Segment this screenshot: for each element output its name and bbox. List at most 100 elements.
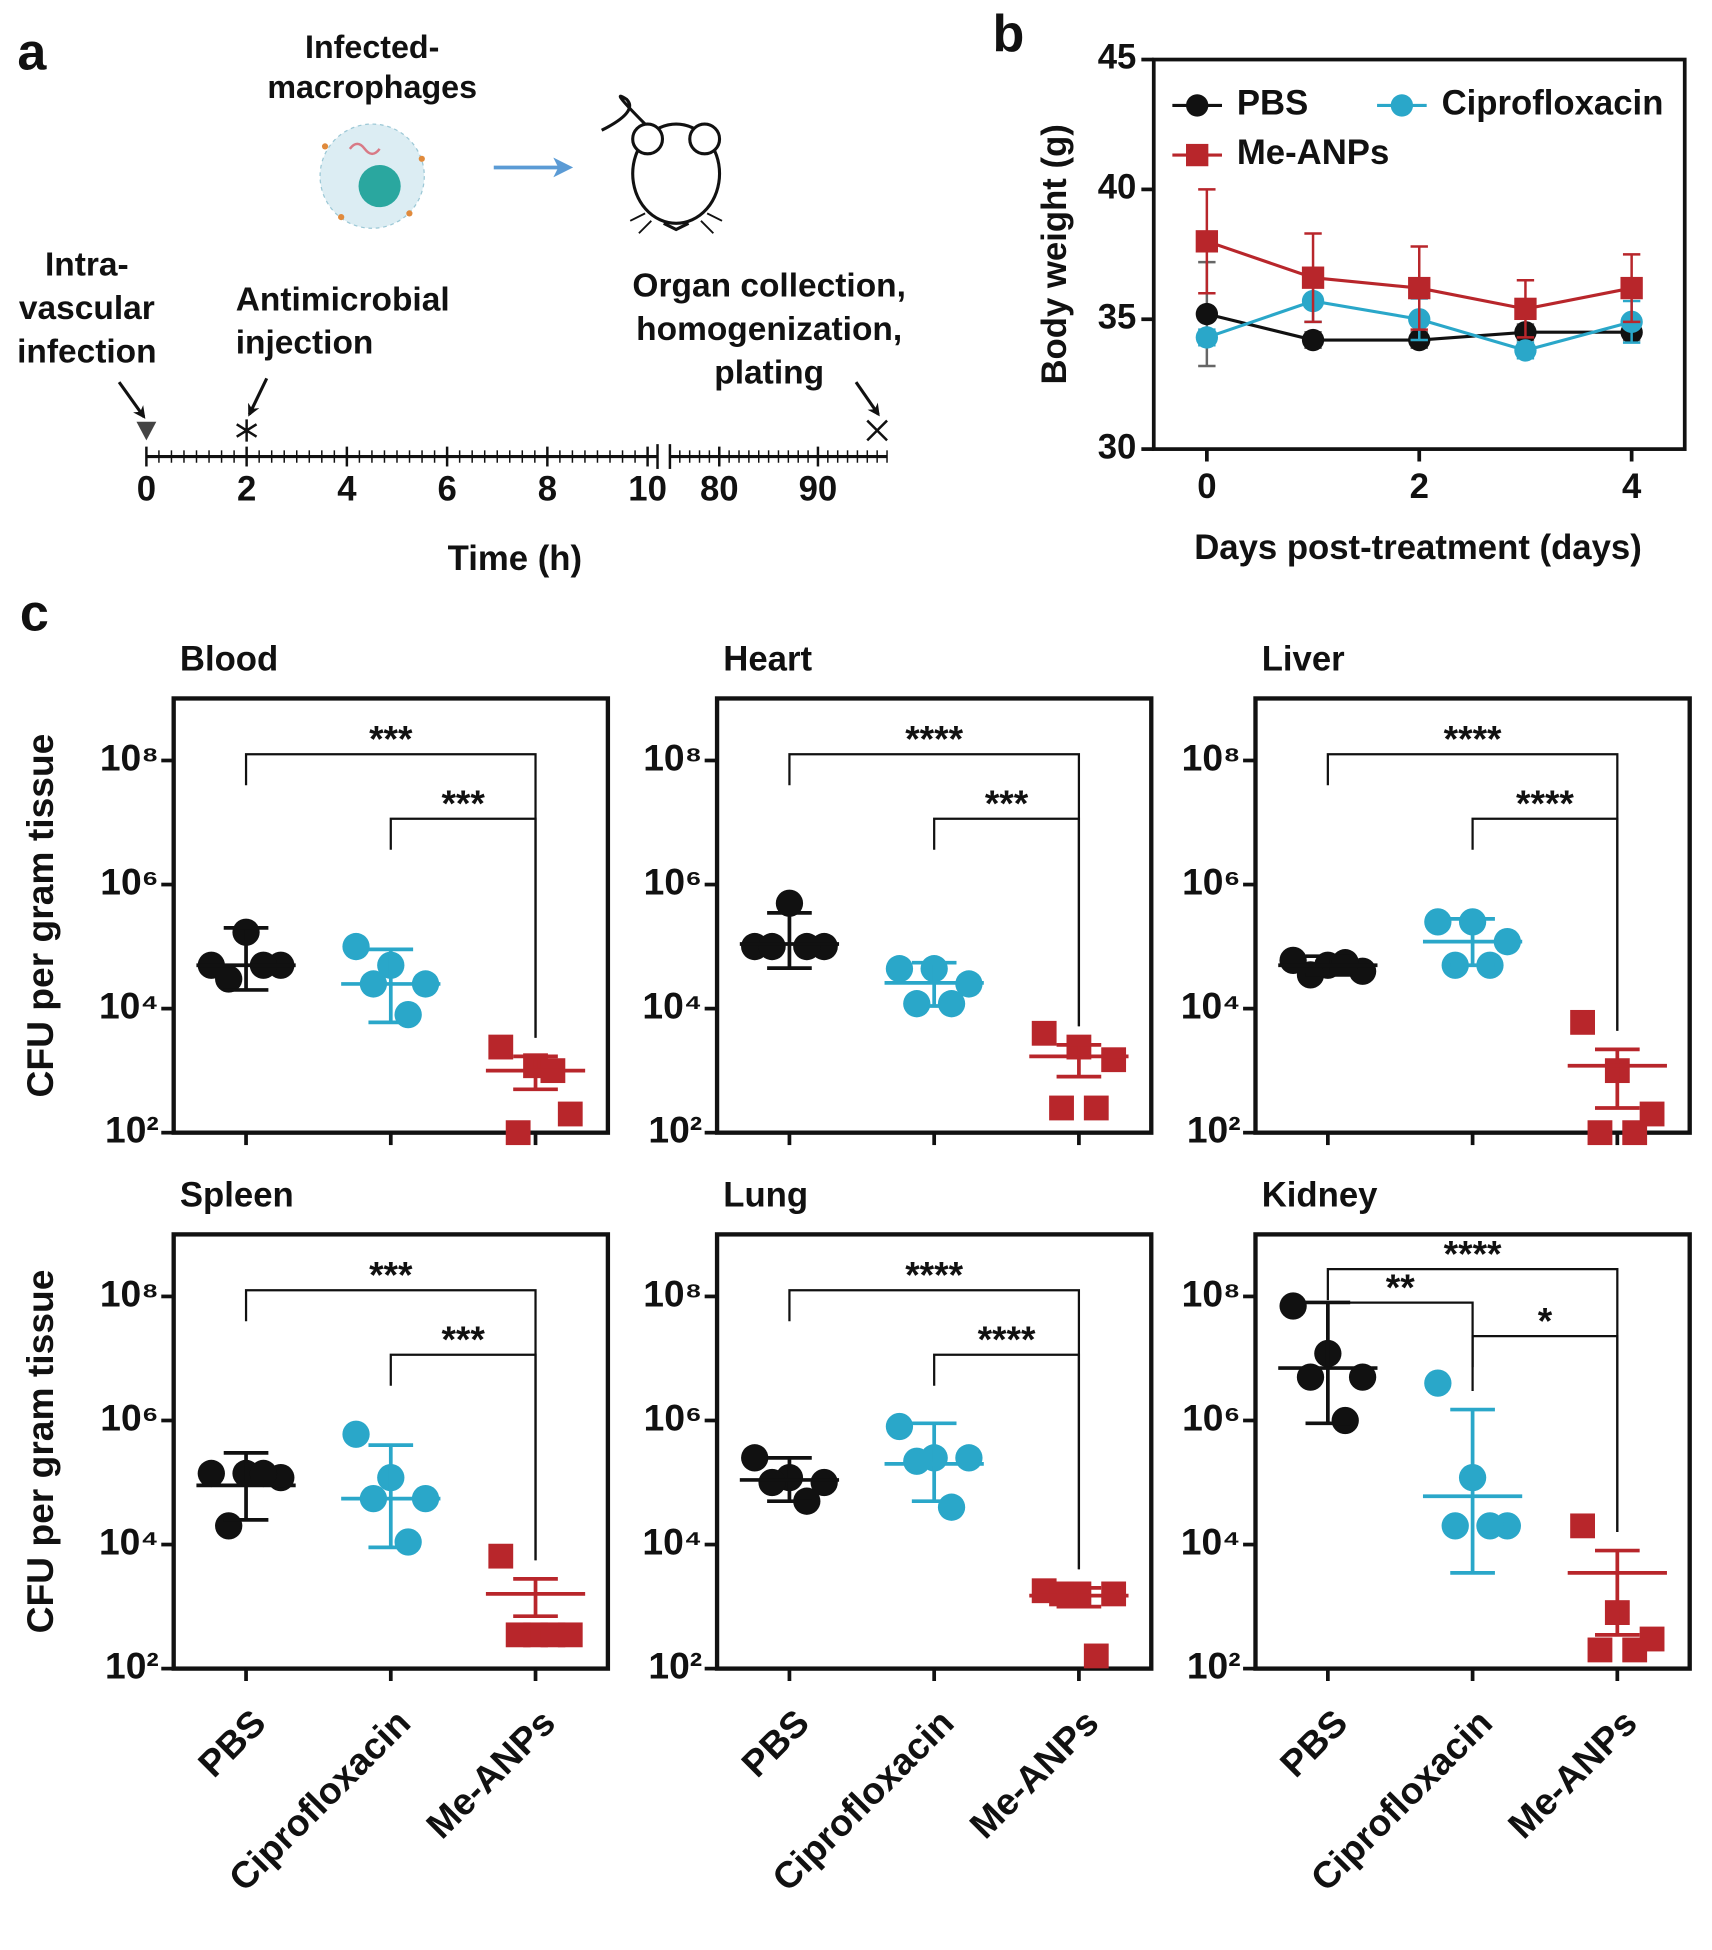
significance-bracket [933, 817, 1081, 1027]
point [885, 1412, 914, 1441]
significance-bracket [933, 1353, 1081, 1570]
point [215, 1512, 243, 1540]
y-tick-label: 10⁸ [100, 736, 159, 778]
point [741, 1444, 769, 1472]
point [775, 889, 804, 917]
point [1348, 1363, 1377, 1391]
point [249, 1459, 278, 1488]
y-tick-label: 10⁶ [644, 860, 703, 902]
significance-label: **** [905, 718, 963, 760]
subplot-title: Kidney [1262, 1176, 1378, 1214]
y-tick-label: 10⁸ [643, 736, 702, 778]
point [488, 1543, 514, 1569]
significance-bracket [1471, 817, 1619, 1031]
point [342, 1420, 370, 1448]
y-tick-label: 10⁴ [1181, 1520, 1241, 1562]
point [1620, 276, 1643, 300]
point [394, 1528, 422, 1556]
y-tick-label: 10⁴ [642, 984, 702, 1026]
y-tick-label: 10² [1187, 1108, 1241, 1150]
plot-frame [714, 696, 1154, 1135]
event-arrow [247, 377, 269, 417]
event-arrow [854, 381, 880, 417]
point [215, 965, 243, 993]
x-tick-label: PBS [190, 1701, 274, 1785]
y-tick-label: 10⁴ [99, 1520, 159, 1562]
y-axis-label: CFU per gram tissue [19, 734, 61, 1098]
point [810, 1468, 838, 1497]
point [1331, 1406, 1359, 1435]
y-tick-label: 10⁸ [1182, 736, 1241, 778]
subplot-title: Spleen [180, 1176, 294, 1214]
y-tick-label: 10² [105, 1108, 159, 1150]
event-label: Intra- [45, 247, 129, 284]
point [342, 932, 370, 961]
mouse-icon [600, 94, 723, 234]
point [937, 1493, 966, 1521]
point [1514, 297, 1537, 321]
y-tick-label: 40 [1098, 169, 1137, 207]
point [1441, 1512, 1469, 1540]
point [937, 990, 966, 1018]
legend-label: Me-ANPs [1237, 134, 1389, 172]
y-tick-label: 10⁸ [643, 1272, 702, 1314]
significance-label: **** [1444, 718, 1502, 760]
x-tick-label: 8 [538, 470, 557, 508]
x-axis-label: Time (h) [448, 540, 582, 578]
x-tick-label: 80 [700, 470, 739, 508]
x-tick-label: 0 [1197, 468, 1216, 506]
point [955, 1444, 983, 1472]
point [540, 1622, 566, 1648]
significance-label: *** [441, 1318, 485, 1360]
legend-label: Ciprofloxacin [1442, 85, 1664, 123]
macrophage-icon [319, 123, 425, 229]
point [758, 1468, 786, 1497]
subplot-title: Blood [180, 640, 278, 678]
x-tick-label: PBS [733, 1701, 817, 1785]
point [1514, 339, 1537, 362]
point [1570, 1513, 1595, 1539]
y-tick-label: 10⁶ [1182, 860, 1241, 902]
y-tick-label: 10⁶ [644, 1396, 703, 1438]
figure-body: a b c Infected-macrophages 0 2 4 6 8 10 80 90 Tim… [17, 5, 1692, 1899]
legend-marker [1186, 143, 1209, 167]
point [1301, 328, 1325, 352]
diagram-title: Infected- [305, 29, 439, 65]
event-arrow [117, 381, 146, 419]
x-tick-label: 0 [137, 470, 156, 508]
event-label: plating [714, 355, 824, 392]
point [903, 1447, 931, 1475]
event-marker [136, 421, 157, 441]
point [1049, 1095, 1074, 1121]
x-tick-label: 10 [628, 470, 667, 508]
diagram-title: macrophages [267, 69, 477, 105]
point [488, 1034, 514, 1060]
significance-label: **** [905, 1254, 963, 1296]
y-tick-label: 10² [648, 1644, 702, 1686]
x-tick-label: Me-ANPs [418, 1701, 563, 1846]
x-axis-label: Days post-treatment (days) [1194, 529, 1642, 567]
y-tick-label: 10² [648, 1108, 702, 1150]
event-label: homogenization, [636, 311, 902, 348]
significance-label: **** [1516, 782, 1574, 824]
point [1587, 1637, 1613, 1663]
point [1408, 276, 1431, 300]
x-tick-label: 4 [1622, 468, 1642, 506]
significance-label: *** [369, 1254, 413, 1296]
significance-label: **** [1444, 1233, 1502, 1275]
point [557, 1101, 583, 1127]
x-tick-label: Me-ANPs [961, 1701, 1106, 1846]
y-tick-label: 10² [1187, 1644, 1241, 1686]
significance-label: *** [369, 718, 413, 760]
y-tick-label: 10⁸ [100, 1272, 159, 1314]
point [1424, 1369, 1452, 1397]
point [505, 1120, 531, 1146]
significance-label: **** [978, 1318, 1036, 1360]
point [1083, 1643, 1109, 1669]
y-tick-label: 10⁶ [1182, 1396, 1241, 1438]
point [1195, 302, 1219, 326]
event-marker [866, 419, 888, 442]
significance-label: * [1538, 1300, 1553, 1342]
y-tick-label: 10⁴ [99, 984, 159, 1026]
